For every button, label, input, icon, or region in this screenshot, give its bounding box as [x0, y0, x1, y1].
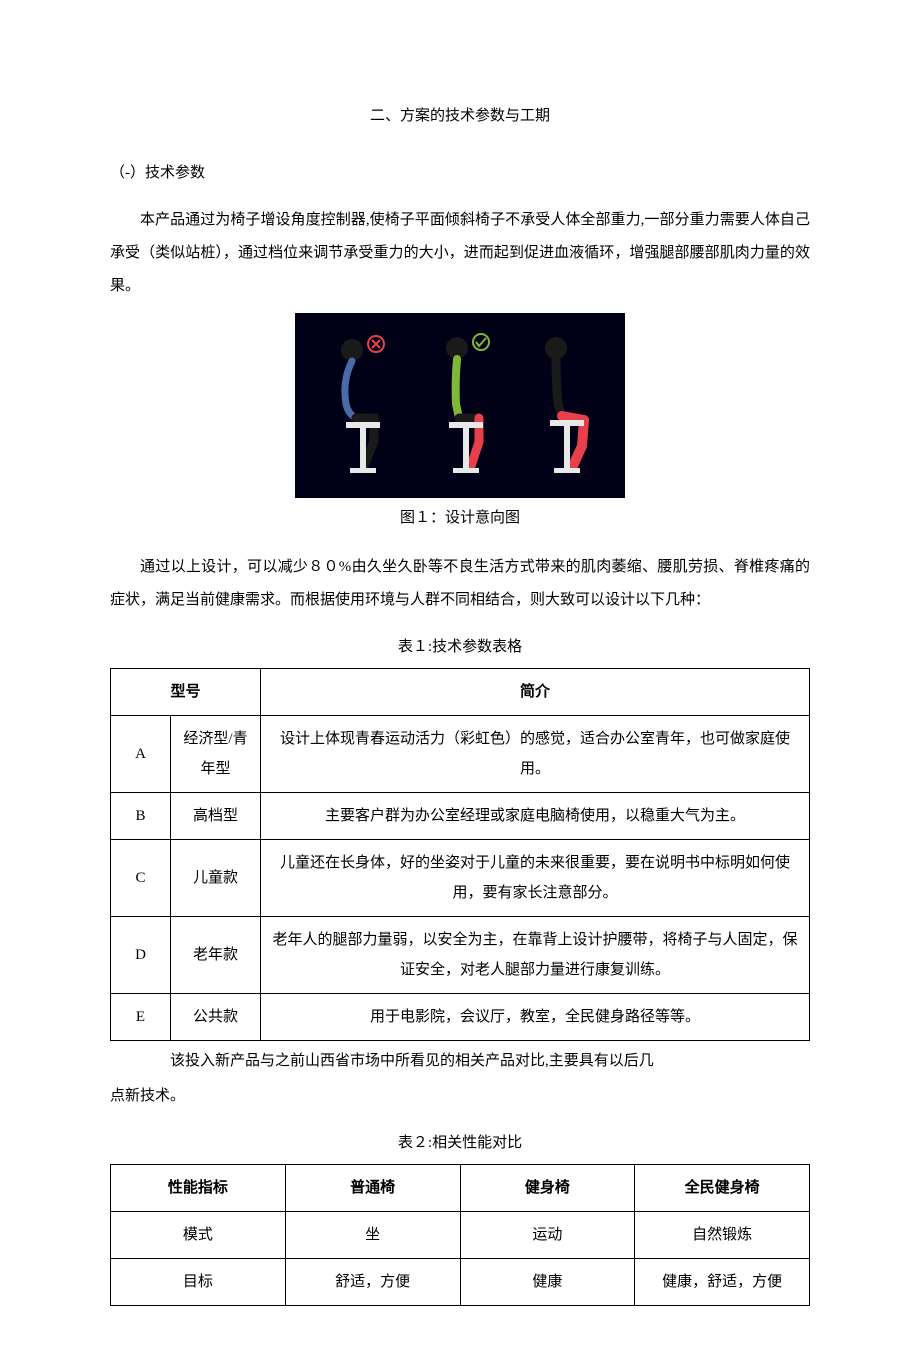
table-row: E 公共款 用于电影院，会议厅，教室，全民健身路径等等。 [111, 994, 810, 1041]
table-cell: 坐 [285, 1212, 460, 1259]
table-row: A 经济型/青年型 设计上体现青春运动活力（彩虹色）的感觉，适合办公室青年，也可… [111, 716, 810, 793]
table-row: 型号 简介 [111, 669, 810, 716]
table-cell: D [111, 917, 171, 994]
table-header-desc: 简介 [261, 669, 810, 716]
posture-figure-bad [312, 326, 402, 486]
paragraph-compare-line2: 点新技术。 [110, 1080, 810, 1113]
table-cell: A [111, 716, 171, 793]
table-header: 健身椅 [460, 1165, 635, 1212]
table-cell: 儿童款 [171, 840, 261, 917]
table-cell: 老年人的腿部力量弱，以安全为主，在靠背上设计护腰带，将椅子与人固定，保证安全，对… [261, 917, 810, 994]
table-header: 全民健身椅 [635, 1165, 810, 1212]
table-row: D 老年款 老年人的腿部力量弱，以安全为主，在靠背上设计护腰带，将椅子与人固定，… [111, 917, 810, 994]
table-header-model: 型号 [111, 669, 261, 716]
paragraph-design: 通过以上设计，可以减少８０%由久坐久卧等不良生活方式带来的肌肉萎缩、腰肌劳损、脊… [110, 551, 810, 617]
table-cell: 设计上体现青春运动活力（彩虹色）的感觉，适合办公室青年，也可做家庭使用。 [261, 716, 810, 793]
table-cell: E [111, 994, 171, 1041]
table-cell: 公共款 [171, 994, 261, 1041]
posture-figure-good [415, 326, 505, 486]
table2-caption: 表２:相关性能对比 [110, 1127, 810, 1160]
table-cell: 儿童还在长身体，好的坐姿对于儿童的未来很重要，要在说明书中标明如何使用，要有家长… [261, 840, 810, 917]
section-heading: （-）技术参数 [110, 157, 810, 190]
paragraph-intro: 本产品通过为椅子增设角度控制器,使椅子平面倾斜椅子不承受人体全部重力,一部分重力… [110, 204, 810, 303]
table-row: 目标 舒适，方便 健康 健康，舒适，方便 [111, 1259, 810, 1306]
table-header: 普通椅 [285, 1165, 460, 1212]
table-cell: 运动 [460, 1212, 635, 1259]
table-cell: 高档型 [171, 793, 261, 840]
figure1-caption: 图１：设计意向图 [110, 502, 810, 535]
table-cell: 模式 [111, 1212, 286, 1259]
design-image-frame [295, 313, 625, 498]
table-cell: 老年款 [171, 917, 261, 994]
table-row: 性能指标 普通椅 健身椅 全民健身椅 [111, 1165, 810, 1212]
table1-caption: 表１:技术参数表格 [110, 631, 810, 664]
figure1-image [110, 313, 810, 498]
table-row: C 儿童款 儿童还在长身体，好的坐姿对于儿童的未来很重要，要在说明书中标明如何使… [111, 840, 810, 917]
table-cell: 目标 [111, 1259, 286, 1306]
table-row: B 高档型 主要客户群为办公室经理或家庭电脑椅使用，以稳重大气为主。 [111, 793, 810, 840]
table-row: 模式 坐 运动 自然锻炼 [111, 1212, 810, 1259]
table-cell: 健康 [460, 1259, 635, 1306]
posture-figure-active [518, 326, 608, 486]
table-tech-params: 型号 简介 A 经济型/青年型 设计上体现青春运动活力（彩虹色）的感觉，适合办公… [110, 668, 810, 1041]
table-cell: 主要客户群为办公室经理或家庭电脑椅使用，以稳重大气为主。 [261, 793, 810, 840]
table-cell: 用于电影院，会议厅，教室，全民健身路径等等。 [261, 994, 810, 1041]
table-header: 性能指标 [111, 1165, 286, 1212]
table-cell: 健康，舒适，方便 [635, 1259, 810, 1306]
table-performance-compare: 性能指标 普通椅 健身椅 全民健身椅 模式 坐 运动 自然锻炼 目标 舒适，方便… [110, 1164, 810, 1306]
paragraph-compare-line1: 该投入新产品与之前山西省市场中所看见的相关产品对比,主要具有以后几 [110, 1045, 810, 1078]
table-cell: B [111, 793, 171, 840]
table-cell: 经济型/青年型 [171, 716, 261, 793]
table-cell: 自然锻炼 [635, 1212, 810, 1259]
table-cell: 舒适，方便 [285, 1259, 460, 1306]
main-heading: 二、方案的技术参数与工期 [110, 100, 810, 133]
table-cell: C [111, 840, 171, 917]
